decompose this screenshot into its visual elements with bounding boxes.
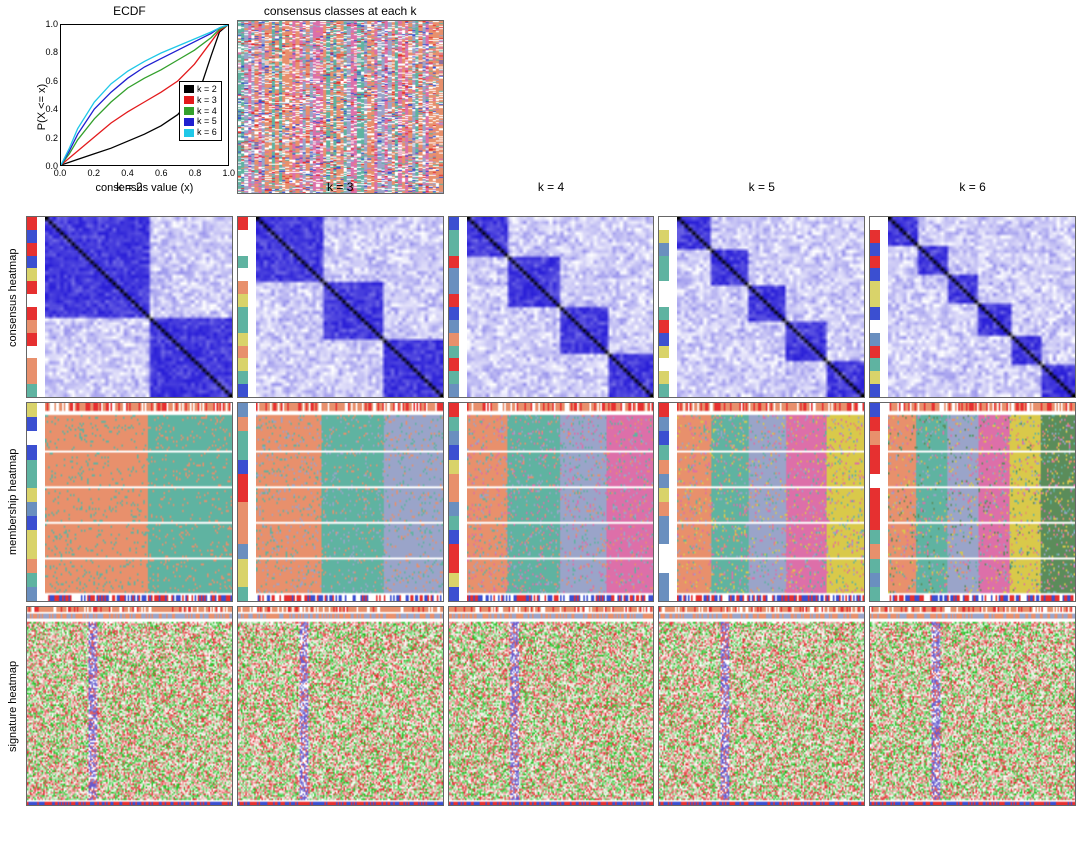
signature-heatmap-k2 [27, 607, 232, 805]
row-label-membership: membership heatmap [4, 402, 22, 602]
membership-k2 [26, 402, 233, 602]
signature-heatmap-k4 [449, 607, 654, 805]
k-label: k = 4 [448, 180, 655, 194]
membership-k5 [658, 402, 865, 602]
membership-heatmap-k2 [45, 403, 232, 601]
ecdf-panel: ECDF P(X <= x) k = 2k = 3k = 4k = 5k = 6… [26, 4, 233, 194]
membership-heatmap-k4 [467, 403, 654, 601]
ecdf-title: ECDF [26, 4, 233, 20]
signature-k5 [658, 606, 865, 806]
membership-heatmap-k3 [256, 403, 443, 601]
consensus-heatmap-k2 [45, 217, 232, 397]
signature-k6 [869, 606, 1076, 806]
row-label-signature: signature heatmap [4, 606, 22, 806]
ecdf-xticks: 0.00.20.40.60.81.0 [60, 168, 229, 180]
consensus-k6-wrap: k = 6 [869, 198, 1076, 398]
signature-k3 [237, 606, 444, 806]
consensus-classes-panel: consensus classes at each k [237, 4, 444, 194]
ecdf-legend: k = 2k = 3k = 4k = 5k = 6 [179, 81, 222, 141]
spacer [448, 4, 655, 194]
membership-k3 [237, 402, 444, 602]
consensus-heatmap-k4 [467, 217, 654, 397]
k-label: k = 5 [658, 180, 865, 194]
membership-k4 [448, 402, 655, 602]
row-label-consensus: consensus heatmap [4, 198, 22, 398]
consensus-k3-wrap: k = 3 [237, 198, 444, 398]
consensus-classes-title: consensus classes at each k [237, 4, 444, 20]
consensus-heatmap-k5 [677, 217, 864, 397]
spacer [658, 4, 865, 194]
ecdf-yticks: 0.00.20.40.60.81.0 [40, 24, 58, 166]
spacer [869, 4, 1076, 194]
spacer [4, 4, 22, 194]
membership-heatmap-k5 [677, 403, 864, 601]
figure-grid: ECDF P(X <= x) k = 2k = 3k = 4k = 5k = 6… [4, 4, 1076, 806]
signature-heatmap-k3 [238, 607, 443, 805]
signature-k4 [448, 606, 655, 806]
k-label: k = 2 [26, 180, 233, 194]
consensus-k2-wrap: k = 2 [26, 198, 233, 398]
consensus-heatmap-k6 [888, 217, 1075, 397]
k-label: k = 3 [237, 180, 444, 194]
signature-heatmap-k6 [870, 607, 1075, 805]
consensus-k5-wrap: k = 5 [658, 198, 865, 398]
consensus-k4-wrap: k = 4 [448, 198, 655, 398]
k-label: k = 6 [869, 180, 1076, 194]
membership-heatmap-k6 [888, 403, 1075, 601]
signature-k2 [26, 606, 233, 806]
consensus-classes-heatmap [238, 21, 443, 193]
membership-k6 [869, 402, 1076, 602]
signature-heatmap-k5 [659, 607, 864, 805]
consensus-heatmap-k3 [256, 217, 443, 397]
ecdf-plot-area: k = 2k = 3k = 4k = 5k = 6 [60, 24, 229, 166]
